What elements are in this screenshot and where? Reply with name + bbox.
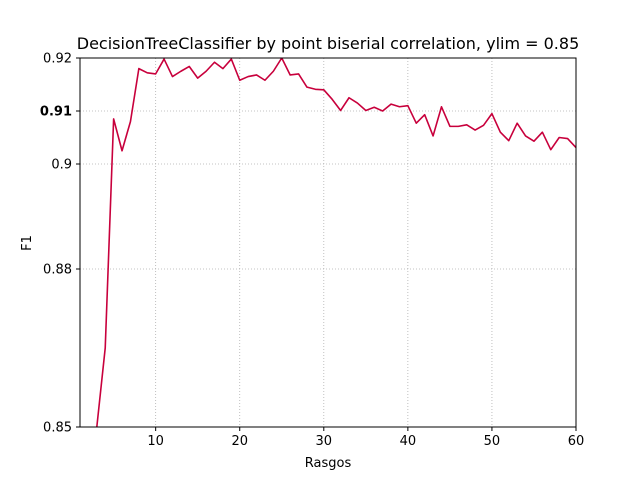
x-axis-label: Rasgos [305, 456, 352, 471]
series-line [96, 58, 576, 427]
x-axis: 10 20 30 40 50 60 [147, 427, 584, 449]
y-tick-label: 0.9 [51, 158, 72, 173]
x-tick-label: 10 [147, 434, 164, 449]
x-tick-label: 50 [484, 434, 501, 449]
y-tick-label: 0.91 [40, 105, 72, 120]
x-tick-label: 40 [400, 434, 417, 449]
x-tick-label: 20 [231, 434, 248, 449]
y-tick-label: 0.92 [43, 52, 72, 67]
x-tick-label: 30 [316, 434, 333, 449]
x-tick-label: 60 [568, 434, 585, 449]
y-axis-label: F1 [20, 235, 35, 251]
y-axis: 0.85 0.88 0.9 0.91 0.92 [40, 52, 80, 436]
y-tick-label: 0.88 [43, 263, 72, 278]
plot-content [96, 58, 576, 427]
chart-title: DecisionTreeClassifier by point biserial… [77, 34, 580, 53]
plot-frame [79, 57, 577, 428]
y-tick-label: 0.85 [43, 421, 72, 436]
